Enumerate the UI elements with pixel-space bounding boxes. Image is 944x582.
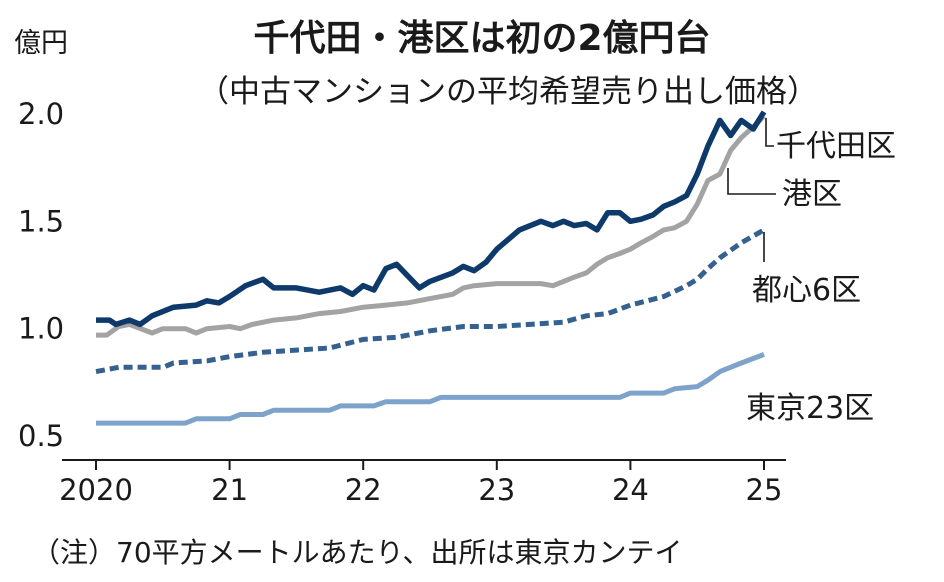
series-label: 港区 (782, 177, 842, 212)
source-note: （注）70平方メートルあたり、出所は東京カンテイ (32, 536, 683, 569)
x-tick-label: 25 (746, 473, 783, 507)
chart-subtitle: （中古マンションの平均希望売り出し価格） (198, 74, 818, 110)
chart-title: 千代田・港区は初の2億円台 (253, 18, 710, 59)
x-axis: 2020 21 22 23 24 25 (59, 459, 786, 507)
series-leader-line (765, 118, 774, 147)
y-tick-label: 2.0 (18, 97, 64, 131)
x-tick-label: 22 (345, 473, 382, 507)
series-label: 都心6区 (752, 273, 861, 308)
series-line-3 (95, 227, 766, 375)
series-line-4 (96, 352, 765, 426)
y-tick-label: 1.5 (18, 204, 64, 238)
series-line-2 (96, 114, 766, 338)
series-lines (95, 110, 767, 426)
series-leader-line (727, 168, 776, 195)
y-tick-label: 0.5 (18, 419, 64, 453)
y-axis-unit-label: 億円 (14, 28, 68, 59)
series-label: 千代田区 (776, 129, 896, 164)
series-line-1 (96, 110, 767, 328)
x-tick-label: 2020 (59, 473, 133, 507)
x-tick-label: 24 (612, 473, 649, 507)
series-label: 東京23区 (746, 391, 874, 426)
y-tick-label: 1.0 (18, 312, 64, 346)
x-tick-label: 23 (478, 473, 515, 507)
y-axis-ticks: 0.5 1.0 1.5 2.0 (18, 97, 64, 453)
x-tick-label: 21 (211, 473, 248, 507)
